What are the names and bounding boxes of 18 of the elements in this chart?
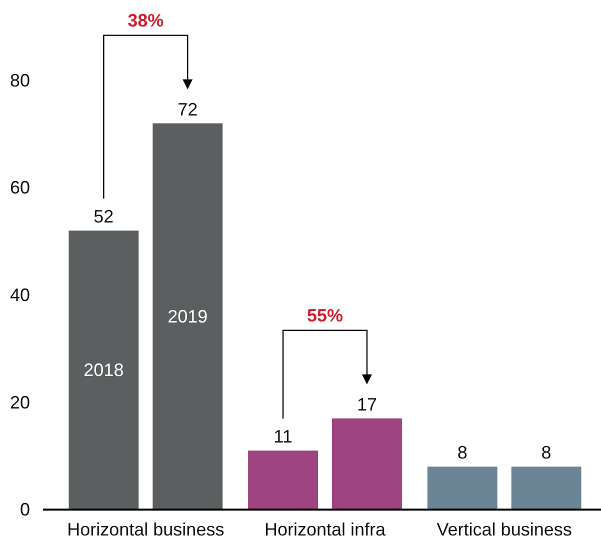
x-tick-label: Vertical business	[436, 520, 572, 540]
data-label: 52	[94, 206, 114, 227]
y-tick-label: 0	[20, 500, 30, 520]
x-tick-label: Horizontal infra	[264, 520, 387, 540]
data-label: 11	[274, 426, 292, 447]
x-tick-label: Horizontal business	[67, 520, 224, 540]
y-tick-label: 40	[10, 285, 30, 305]
y-tick-label: 60	[10, 178, 30, 198]
data-label: 8	[457, 442, 468, 463]
series-label: 2018	[84, 360, 124, 380]
series-label: 2019	[168, 306, 208, 326]
y-tick-label: 20	[10, 392, 30, 412]
y-tick-label: 80	[10, 70, 30, 90]
data-label: 72	[178, 99, 198, 120]
data-label: 8	[541, 442, 552, 463]
text: 38%	[128, 10, 164, 30]
data-label: 17	[356, 394, 377, 414]
annotation: 55%	[306, 305, 344, 326]
